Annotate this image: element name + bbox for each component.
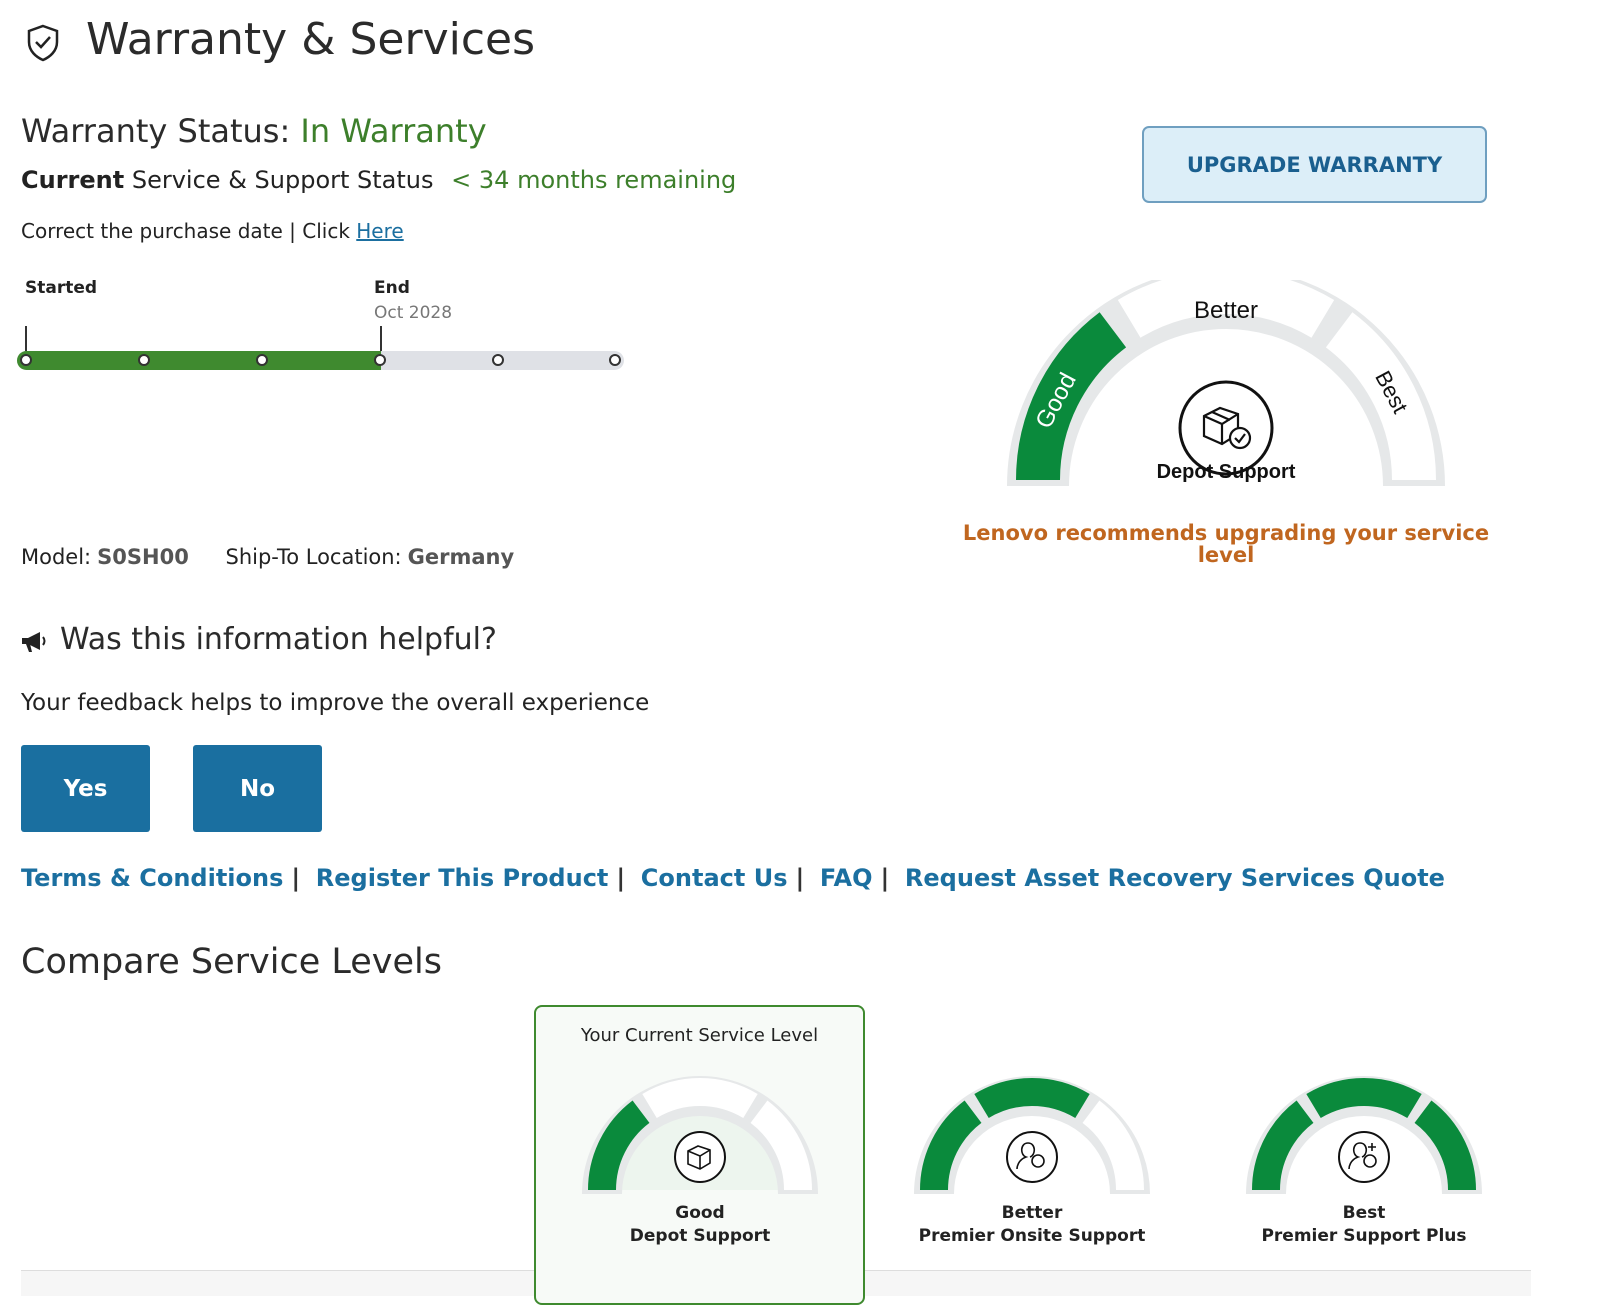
level-best: Best Premier Support Plus <box>1214 1202 1514 1248</box>
product-info: Model: S0SH00 Ship-To Location: Germany <box>21 545 544 569</box>
warranty-status: Warranty Status: In Warranty <box>21 112 487 150</box>
support-status: Current Service & Support Status < 34 mo… <box>21 166 736 194</box>
best-level-gauge <box>1246 1076 1482 1195</box>
warranty-status-value: In Warranty <box>300 112 487 150</box>
model-value: S0SH00 <box>97 545 189 569</box>
level-name: Depot Support <box>629 1226 771 1246</box>
level-tier: Better <box>1001 1203 1063 1223</box>
months-remaining: < 34 months remaining <box>451 166 737 194</box>
timeline-started-label: Started <box>25 278 98 298</box>
terms-link[interactable]: Terms & Conditions <box>21 864 284 892</box>
warranty-status-label: Warranty Status: <box>21 112 291 150</box>
correct-purchase-date: Correct the purchase date | Click Here <box>21 219 404 243</box>
current-level-card-title: Your Current Service Level <box>580 1025 819 1046</box>
gauge-segment <box>588 1100 650 1191</box>
gauge-current-name: Depot Support <box>1157 461 1296 483</box>
model-label: Model: <box>21 545 92 569</box>
timeline-dot <box>138 354 150 366</box>
timeline-dot <box>20 354 32 366</box>
timeline-end-label: End <box>374 278 410 298</box>
ship-to-value: Germany <box>407 545 515 569</box>
timeline-end-date: Oct 2028 <box>374 303 453 323</box>
no-button[interactable]: No <box>193 745 322 832</box>
level-good: Good Depot Support <box>550 1202 850 1248</box>
gauge-segment <box>974 1078 1090 1119</box>
faq-link[interactable]: FAQ <box>819 864 873 892</box>
level-tier: Best <box>1342 1203 1386 1223</box>
level-tier: Good <box>675 1203 725 1223</box>
gauge-segment-better <box>1117 280 1335 338</box>
support-status-label: Service & Support Status <box>131 166 434 194</box>
correct-purchase-text: Correct the purchase date | Click <box>21 219 350 243</box>
support-person-gear-icon <box>1338 1131 1390 1183</box>
feedback-subtitle: Your feedback helps to improve the overa… <box>21 690 650 716</box>
correct-date-link[interactable]: Here <box>356 219 404 243</box>
level-name: Premier Support Plus <box>1261 1226 1467 1246</box>
contact-us-link[interactable]: Contact Us <box>640 864 788 892</box>
gauge-segment <box>1414 1100 1476 1191</box>
separator: | <box>795 864 805 892</box>
separator: | <box>291 864 301 892</box>
timeline-end-tick <box>380 326 382 353</box>
timeline-dot <box>256 354 268 366</box>
gauge-segment <box>1082 1100 1144 1191</box>
service-level-gauge: Good Better Best Depot Support <box>1007 280 1445 487</box>
timeline-dot <box>492 354 504 366</box>
feedback-title: Was this information helpful? <box>60 622 497 657</box>
recommendation-text: Lenovo recommends upgrading your service… <box>962 521 1490 567</box>
shield-check-icon <box>26 24 60 66</box>
gauge-label-better: Better <box>1194 297 1258 324</box>
gauge-segment-good <box>1016 312 1127 481</box>
page-title: Warranty & Services <box>86 14 536 65</box>
good-level-gauge <box>582 1076 818 1195</box>
current-label: Current <box>21 166 125 194</box>
gauge-segment <box>642 1078 758 1119</box>
timeline-progress <box>17 351 382 370</box>
megaphone-icon <box>20 630 48 658</box>
depot-box-icon <box>1178 380 1274 476</box>
better-level-gauge <box>914 1076 1150 1195</box>
footer-links: Terms & Conditions | Register This Produc… <box>21 864 1445 892</box>
level-name: Premier Onsite Support <box>918 1226 1146 1246</box>
yes-button[interactable]: Yes <box>21 745 150 832</box>
level-better: Better Premier Onsite Support <box>882 1202 1182 1248</box>
asset-recovery-link[interactable]: Request Asset Recovery Services Quote <box>904 864 1445 892</box>
timeline-start-tick <box>25 326 27 353</box>
separator: | <box>616 864 626 892</box>
gauge-segment <box>1306 1078 1422 1119</box>
ship-to-label: Ship-To Location: <box>225 545 402 569</box>
separator: | <box>880 864 890 892</box>
compare-title: Compare Service Levels <box>21 942 442 982</box>
register-product-link[interactable]: Register This Product <box>315 864 609 892</box>
gauge-segment <box>1252 1100 1314 1191</box>
gauge-segment-best <box>1325 312 1436 481</box>
gauge-segment <box>750 1100 812 1191</box>
upgrade-warranty-button[interactable]: UPGRADE WARRANTY <box>1142 126 1487 203</box>
timeline-dot <box>374 354 386 366</box>
support-person-gear-icon <box>1006 1131 1058 1183</box>
depot-box-icon <box>674 1131 726 1183</box>
gauge-segment <box>920 1100 982 1191</box>
timeline-dot <box>609 354 621 366</box>
